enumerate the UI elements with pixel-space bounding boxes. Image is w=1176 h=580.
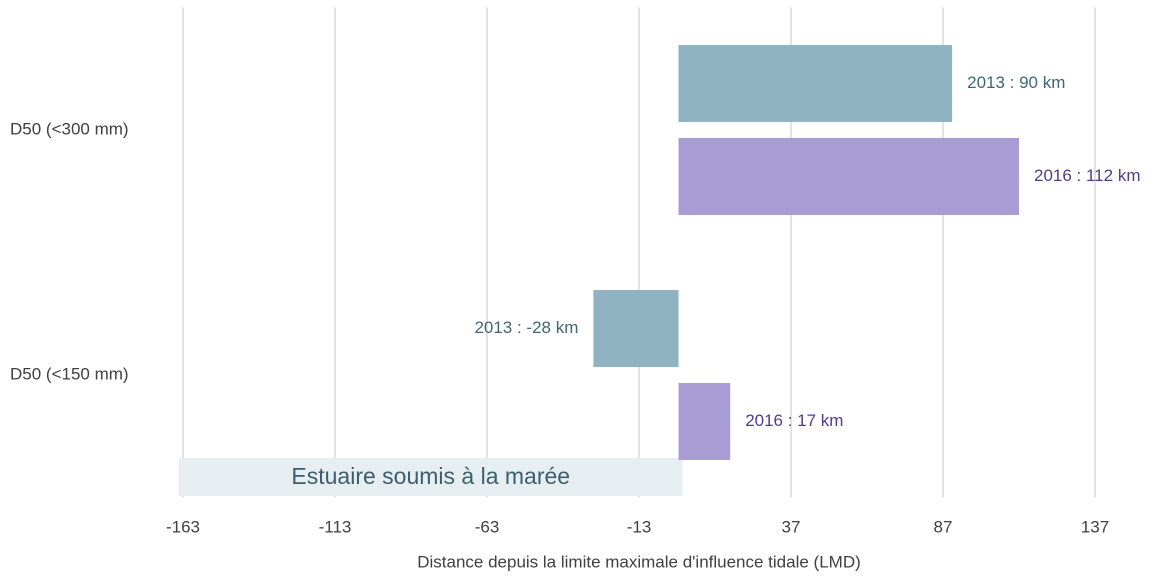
value-label: 2013 : 90 km xyxy=(967,73,1065,92)
bar xyxy=(678,383,731,460)
x-tick-label: 87 xyxy=(934,517,953,536)
y-tick-label: D50 (<150 mm) xyxy=(10,364,129,383)
bar xyxy=(593,290,679,367)
y-tick-label: D50 (<300 mm) xyxy=(10,119,129,138)
value-label: 2016 : 17 km xyxy=(745,411,843,430)
x-tick-label: -13 xyxy=(627,517,652,536)
x-tick-label: 137 xyxy=(1081,517,1109,536)
bar xyxy=(678,138,1019,215)
value-label: 2013 : -28 km xyxy=(474,318,578,337)
x-tick-label: -113 xyxy=(319,517,352,536)
x-tick-label: -63 xyxy=(475,517,500,536)
x-tick-label: 37 xyxy=(782,517,801,536)
annotation-box xyxy=(179,458,683,496)
x-axis-title: Distance depuis la limite maximale d'inf… xyxy=(417,552,861,571)
value-label: 2016 : 112 km xyxy=(1034,166,1140,185)
annotation: Estuaire soumis à la marée xyxy=(291,463,570,489)
x-tick-label: -163 xyxy=(166,517,200,536)
bar xyxy=(678,45,953,122)
